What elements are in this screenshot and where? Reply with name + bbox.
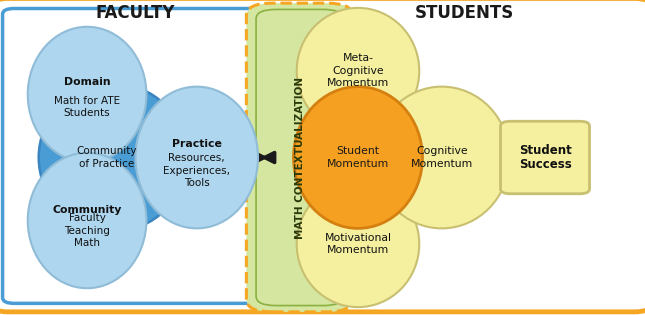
Text: FACULTY: FACULTY (95, 3, 175, 22)
Text: Student
Momentum: Student Momentum (327, 146, 389, 169)
Text: Meta-
Cognitive
Momentum: Meta- Cognitive Momentum (327, 54, 389, 88)
Text: Practice: Practice (172, 139, 222, 149)
Text: Community
of Practice: Community of Practice (76, 146, 137, 169)
Text: Motivational
Momentum: Motivational Momentum (324, 233, 392, 255)
FancyBboxPatch shape (3, 9, 274, 303)
Text: Domain: Domain (64, 77, 110, 87)
Text: Student
Success: Student Success (519, 144, 571, 171)
Ellipse shape (297, 8, 419, 134)
Text: MATH CONTEXTUALIZATION: MATH CONTEXTUALIZATION (295, 77, 304, 238)
Text: Cognitive
Momentum: Cognitive Momentum (411, 146, 473, 169)
Text: Community: Community (52, 205, 122, 215)
Ellipse shape (28, 153, 146, 288)
Ellipse shape (135, 87, 258, 228)
Ellipse shape (293, 87, 422, 228)
Text: Resources,
Experiences,
Tools: Resources, Experiences, Tools (163, 153, 230, 188)
FancyBboxPatch shape (501, 121, 590, 194)
Text: STUDENTS: STUDENTS (415, 3, 514, 22)
Ellipse shape (28, 27, 146, 162)
FancyBboxPatch shape (246, 3, 353, 312)
Ellipse shape (374, 87, 510, 228)
Ellipse shape (39, 83, 187, 232)
Text: Math for ATE
Students: Math for ATE Students (54, 96, 120, 118)
Ellipse shape (297, 181, 419, 307)
Text: Faculty
Teaching
Math: Faculty Teaching Math (64, 213, 110, 248)
